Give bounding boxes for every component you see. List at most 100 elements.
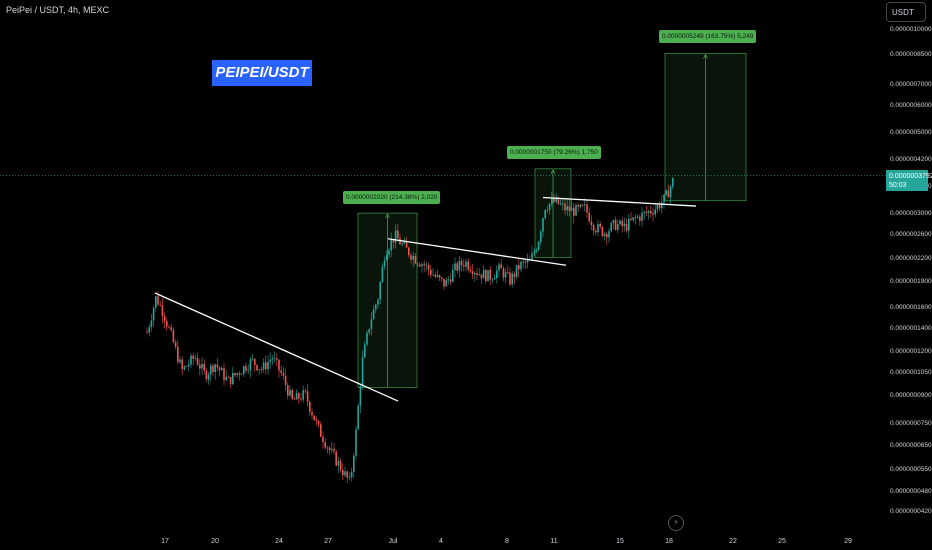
y-tick-label: 0.0000001900 bbox=[890, 278, 932, 285]
x-tick-label: 29 bbox=[844, 538, 852, 545]
currency-button[interactable]: USDT bbox=[886, 2, 926, 22]
candle-body bbox=[540, 231, 542, 242]
candle-body bbox=[155, 296, 157, 308]
candle-body bbox=[368, 328, 370, 333]
candle-body bbox=[489, 269, 491, 280]
x-tick-label: 25 bbox=[778, 538, 786, 545]
candle-body bbox=[608, 231, 610, 238]
candle-body bbox=[628, 218, 630, 231]
candle-body bbox=[284, 375, 287, 386]
candle-body bbox=[425, 264, 428, 266]
candle-body bbox=[430, 269, 432, 275]
candle-body bbox=[546, 209, 549, 211]
candle-body bbox=[152, 307, 155, 321]
current-price-value: 0.0000003792 bbox=[889, 173, 932, 180]
candle-body bbox=[643, 211, 645, 213]
candle-body bbox=[518, 265, 520, 270]
y-tick-label: 0.0000010000 bbox=[890, 26, 932, 33]
measure-arrowhead bbox=[550, 169, 556, 175]
price-axis[interactable]: 0.0000010000 0.0000008500 0.0000007000 0.00… bbox=[890, 26, 932, 515]
candle-body bbox=[205, 370, 208, 380]
candle-body bbox=[650, 210, 652, 214]
y-tick-label: 0.0000001050 bbox=[890, 369, 932, 376]
candle-body bbox=[667, 190, 670, 198]
candle-body bbox=[234, 373, 236, 376]
candle-body bbox=[293, 398, 296, 400]
lightning-icon[interactable]: ⚡ bbox=[668, 515, 684, 531]
y-tick-label: 0.0000001400 bbox=[890, 325, 932, 332]
candle-body bbox=[498, 264, 500, 271]
candle-body bbox=[148, 327, 150, 333]
candle-body bbox=[194, 358, 197, 359]
x-tick-label: 27 bbox=[324, 538, 332, 545]
candle-body bbox=[480, 274, 483, 279]
candle-body bbox=[361, 357, 364, 387]
candle-body bbox=[474, 273, 476, 275]
candle-body bbox=[302, 390, 304, 400]
candle-body bbox=[304, 390, 307, 392]
y-tick-label: 0.0000000750 bbox=[890, 420, 932, 427]
y-tick-label: 0.0000000650 bbox=[890, 442, 932, 449]
candle-body bbox=[636, 216, 639, 218]
candle-body bbox=[531, 253, 533, 260]
candle-body bbox=[185, 366, 188, 368]
candle-body bbox=[280, 370, 282, 373]
candle-body bbox=[617, 224, 619, 230]
candle-body bbox=[610, 223, 612, 232]
candle-body bbox=[315, 420, 318, 422]
candle-body bbox=[482, 270, 485, 279]
time-axis[interactable]: 17 20 24 27 Jul 4 8 11 15 18 22 25 29 bbox=[161, 538, 852, 545]
candle-body bbox=[179, 359, 181, 363]
candle-body bbox=[410, 255, 412, 260]
candle-body bbox=[386, 254, 388, 261]
candle-body bbox=[273, 358, 276, 359]
callout-2: 0.0000001750 (79.26%) 1,750 bbox=[507, 146, 601, 159]
candle-body bbox=[287, 385, 289, 396]
candle-body bbox=[606, 233, 608, 238]
candle-body bbox=[339, 461, 342, 471]
candle-body bbox=[502, 268, 505, 278]
candle-body bbox=[526, 259, 529, 263]
candle-body bbox=[625, 223, 628, 231]
candle-body bbox=[520, 261, 522, 270]
candle-body bbox=[379, 282, 381, 300]
callout-1: 0.0000002020 (214.38%) 2,020 bbox=[343, 191, 441, 204]
candle-body bbox=[581, 204, 584, 206]
candle-body bbox=[271, 358, 274, 360]
candle-body bbox=[199, 364, 201, 369]
candle-body bbox=[658, 204, 661, 209]
candle-body bbox=[533, 251, 535, 254]
candle-body bbox=[504, 272, 507, 278]
x-tick-label: 24 bbox=[275, 538, 283, 545]
candle-body bbox=[289, 389, 291, 396]
candle-body bbox=[161, 305, 164, 316]
candle-body bbox=[588, 212, 590, 222]
candle-body bbox=[309, 401, 311, 412]
candle-body bbox=[188, 364, 190, 367]
y-tick-label: 0.0000000550 bbox=[890, 466, 932, 473]
candle-body bbox=[577, 205, 579, 207]
candle-body bbox=[573, 207, 575, 216]
candle-body bbox=[203, 364, 205, 371]
candle-body bbox=[614, 220, 617, 230]
measure-arrowhead bbox=[703, 53, 708, 59]
candle-body bbox=[656, 204, 659, 210]
candle-body bbox=[460, 260, 463, 266]
candle-body bbox=[564, 203, 566, 211]
candle-body bbox=[438, 275, 441, 278]
candle-body bbox=[507, 272, 509, 274]
candle-body bbox=[159, 304, 161, 306]
candle-body bbox=[251, 358, 254, 360]
x-tick-label: 17 bbox=[161, 538, 169, 545]
candle-body bbox=[412, 256, 414, 260]
candle-body bbox=[375, 304, 377, 310]
candle-body bbox=[258, 369, 260, 371]
candle-body bbox=[355, 429, 357, 456]
candle-body bbox=[311, 411, 313, 416]
candle-body bbox=[456, 263, 458, 271]
candle-body bbox=[223, 368, 225, 381]
candle-body bbox=[232, 373, 234, 385]
candle-body bbox=[535, 250, 538, 252]
candle-body bbox=[623, 223, 626, 227]
